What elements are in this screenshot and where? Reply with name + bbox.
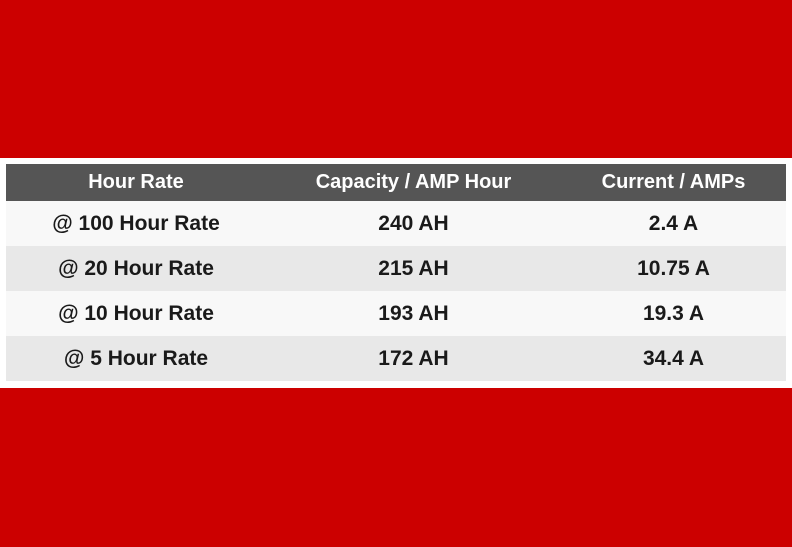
cell-current: 34.4 A xyxy=(561,336,786,381)
table-row: @ 10 Hour Rate 193 AH 19.3 A xyxy=(6,291,786,336)
cell-capacity: 240 AH xyxy=(266,201,561,246)
header-capacity: Capacity / AMP Hour xyxy=(266,164,561,201)
header-current: Current / AMPs xyxy=(561,164,786,201)
cell-hour-rate: @ 20 Hour Rate xyxy=(6,246,266,291)
cell-hour-rate: @ 10 Hour Rate xyxy=(6,291,266,336)
cell-capacity: 215 AH xyxy=(266,246,561,291)
header-row: Hour Rate Capacity / AMP Hour Current / … xyxy=(6,164,786,201)
cell-current: 19.3 A xyxy=(561,291,786,336)
cell-current: 2.4 A xyxy=(561,201,786,246)
cell-capacity: 193 AH xyxy=(266,291,561,336)
bottom-red-band xyxy=(0,388,792,547)
rate-table: Hour Rate Capacity / AMP Hour Current / … xyxy=(6,164,786,381)
table-row: @ 100 Hour Rate 240 AH 2.4 A xyxy=(6,201,786,246)
rate-table-container: Hour Rate Capacity / AMP Hour Current / … xyxy=(6,164,786,381)
cell-capacity: 172 AH xyxy=(266,336,561,381)
table-header: Hour Rate Capacity / AMP Hour Current / … xyxy=(6,164,786,201)
table-body: @ 100 Hour Rate 240 AH 2.4 A @ 20 Hour R… xyxy=(6,201,786,381)
top-red-band xyxy=(0,0,792,158)
table-row: @ 20 Hour Rate 215 AH 10.75 A xyxy=(6,246,786,291)
table-row: @ 5 Hour Rate 172 AH 34.4 A xyxy=(6,336,786,381)
cell-hour-rate: @ 100 Hour Rate xyxy=(6,201,266,246)
header-hour-rate: Hour Rate xyxy=(6,164,266,201)
cell-hour-rate: @ 5 Hour Rate xyxy=(6,336,266,381)
cell-current: 10.75 A xyxy=(561,246,786,291)
